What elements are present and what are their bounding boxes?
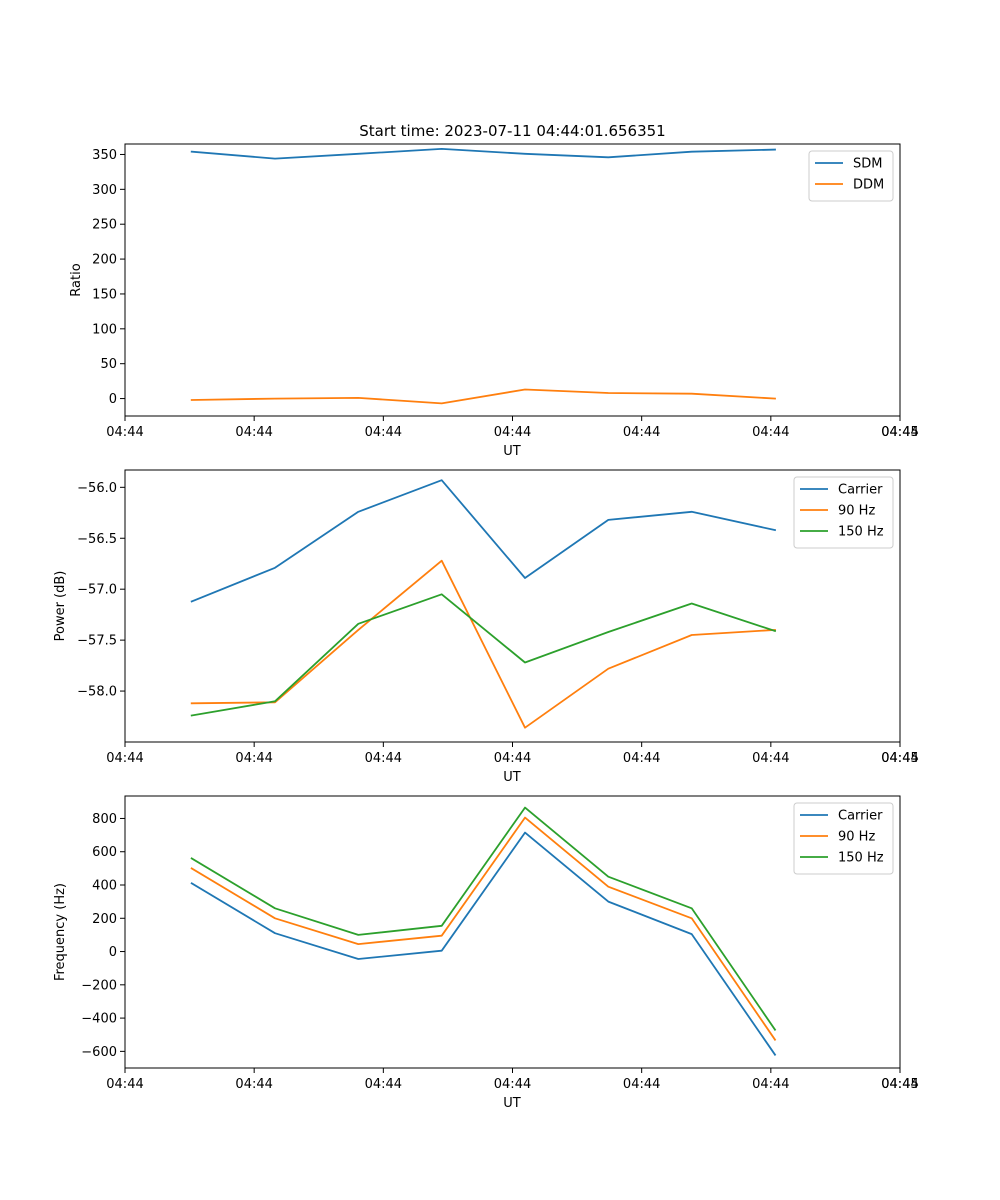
x-tick-label: 04:45: [881, 751, 918, 766]
x-tick-label: 04:44: [623, 425, 660, 440]
series-line-sdm: [190, 147, 776, 160]
y-tick-label: 0: [109, 945, 117, 960]
x-tick-label: 04:44: [881, 751, 918, 766]
series-line-150-hz: [190, 593, 777, 717]
y-tick-label: −57.5: [77, 634, 117, 649]
x-tick-label: 04:44: [235, 1077, 272, 1092]
chart-title: Start time: 2023-07-11 04:44:01.656351: [359, 122, 665, 140]
legend: Carrier 90 Hz 150 Hz: [793, 476, 894, 549]
x-tick-label: 04:45: [881, 425, 918, 440]
x-tick-label: 04:44: [106, 425, 143, 440]
legend-label-150-hz: 150 Hz: [838, 851, 884, 866]
y-tick-label: 800: [92, 812, 117, 827]
x-tick-label: 04:44: [235, 425, 272, 440]
y-tick-label: −58.0: [77, 685, 117, 700]
legend-label-carrier: Carrier: [838, 483, 883, 498]
legend-label-carrier: Carrier: [838, 809, 883, 824]
series-line-carrier: [190, 479, 777, 603]
x-tick-label: 04:44: [752, 425, 789, 440]
y-tick-label: 150: [92, 287, 117, 302]
y-tick-label: 50: [100, 357, 117, 372]
y-tick-label: 200: [92, 253, 117, 268]
y-tick-label: −400: [81, 1012, 117, 1027]
y-tick-label: 100: [92, 322, 117, 337]
series-line-90-hz: [190, 559, 776, 729]
series-line-carrier: [190, 831, 777, 1056]
x-tick-label: 04:44: [365, 1077, 402, 1092]
x-axis-label: UT: [503, 444, 521, 459]
x-axis-label: UT: [503, 1096, 521, 1111]
series-line-150-hz: [190, 806, 777, 1031]
subplot-2: 04:44 04:44 04:44 04:44 04:44 04:44 04:4404:45…: [53, 469, 919, 785]
x-tick-label: 04:44: [494, 751, 531, 766]
y-tick-label: 250: [92, 218, 117, 233]
x-tick-label: 04:44: [623, 751, 660, 766]
y-tick-label: −56.0: [77, 481, 117, 496]
subplot-3: 04:44 04:44 04:44 04:44 04:44 04:44 04:4404:45…: [53, 795, 919, 1111]
series-group: [190, 806, 777, 1056]
y-axis-label: Power (dB): [53, 571, 68, 642]
y-tick-label: 400: [92, 879, 117, 894]
y-tick-label: 350: [92, 148, 117, 163]
x-tick-label: 04:44: [752, 1077, 789, 1092]
x-tick-label: 04:44: [235, 751, 272, 766]
y-tick-label: −200: [81, 978, 117, 993]
y-axis-label: Ratio: [69, 263, 84, 296]
series-line-90-hz: [190, 816, 777, 1041]
x-tick-label: 04:44: [881, 1077, 918, 1092]
x-tick-label: 04:44: [365, 425, 402, 440]
x-tick-label: 04:44: [365, 751, 402, 766]
series-group: [190, 479, 777, 729]
legend-label-90-hz: 90 Hz: [838, 504, 875, 519]
y-axis-label: Frequency (Hz): [53, 883, 68, 981]
legend-label-150-hz: 150 Hz: [838, 525, 884, 540]
subplots: 04:44 04:44 04:44 04:44 04:44 04:44 04:4404:45…: [53, 143, 919, 1111]
y-tick-label: −600: [81, 1045, 117, 1060]
y-tick-label: −56.5: [77, 532, 117, 547]
y-tick-label: 0: [109, 392, 117, 407]
x-tick-label: 04:44: [623, 1077, 660, 1092]
subplot-1: 04:44 04:44 04:44 04:44 04:44 04:44 04:4404:45…: [69, 143, 919, 459]
y-tick-label: 300: [92, 183, 117, 198]
x-axis-label: UT: [503, 770, 521, 785]
x-tick-label: 04:44: [881, 425, 918, 440]
y-tick-label: −57.0: [77, 583, 117, 598]
x-tick-label: 04:44: [494, 425, 531, 440]
legend-label-ddm: DDM: [853, 178, 884, 193]
series-line-ddm: [190, 388, 776, 405]
x-tick-label: 04:44: [106, 1077, 143, 1092]
legend-label-sdm: SDM: [853, 157, 882, 172]
y-tick-label: 600: [92, 845, 117, 860]
y-tick-label: 200: [92, 912, 117, 927]
legend: SDM DDM: [808, 150, 894, 202]
series-group: [190, 147, 776, 405]
x-tick-label: 04:44: [494, 1077, 531, 1092]
x-tick-label: 04:44: [106, 751, 143, 766]
legend: Carrier 90 Hz 150 Hz: [793, 802, 894, 875]
legend-label-90-hz: 90 Hz: [838, 830, 875, 845]
x-tick-label: 04:44: [752, 751, 789, 766]
x-tick-label: 04:45: [881, 1077, 918, 1092]
